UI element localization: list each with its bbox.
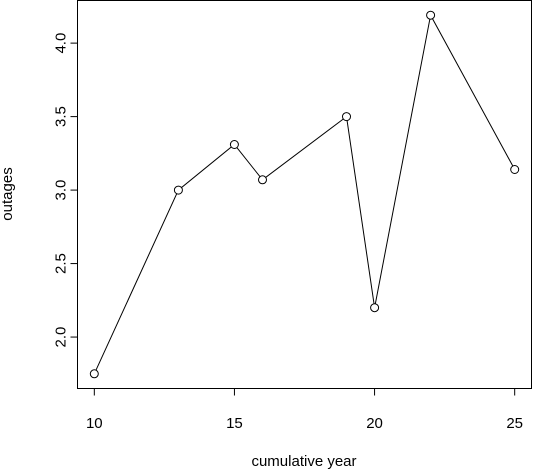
data-point [510,165,520,174]
x-tick-label: 10 [86,415,103,432]
y-axis: 2.0 2.5 3.0 3.5 4.0 [53,33,78,348]
data-point [229,140,239,149]
data-point [426,10,436,20]
y-tick-label: 4.0 [53,33,70,54]
y-axis-label: outages [0,167,16,220]
x-axis-label: cumulative year [251,453,356,469]
y-tick-label: 2.5 [53,253,70,274]
x-tick-label: 20 [366,415,383,432]
data-point [89,369,99,379]
data-point [370,303,380,313]
x-tick-label: 25 [506,415,523,432]
data-point [173,185,183,195]
x-axis: 10 15 20 25 [86,388,523,432]
plot-frame [77,0,532,389]
data-point [258,175,267,185]
x-tick-label: 15 [226,415,243,432]
series-line [93,13,516,375]
y-tick-label: 3.0 [53,180,70,201]
y-tick-label: 3.5 [53,106,70,127]
data-points [89,10,520,379]
y-tick-label: 2.0 [53,327,70,348]
data-point [342,112,351,122]
